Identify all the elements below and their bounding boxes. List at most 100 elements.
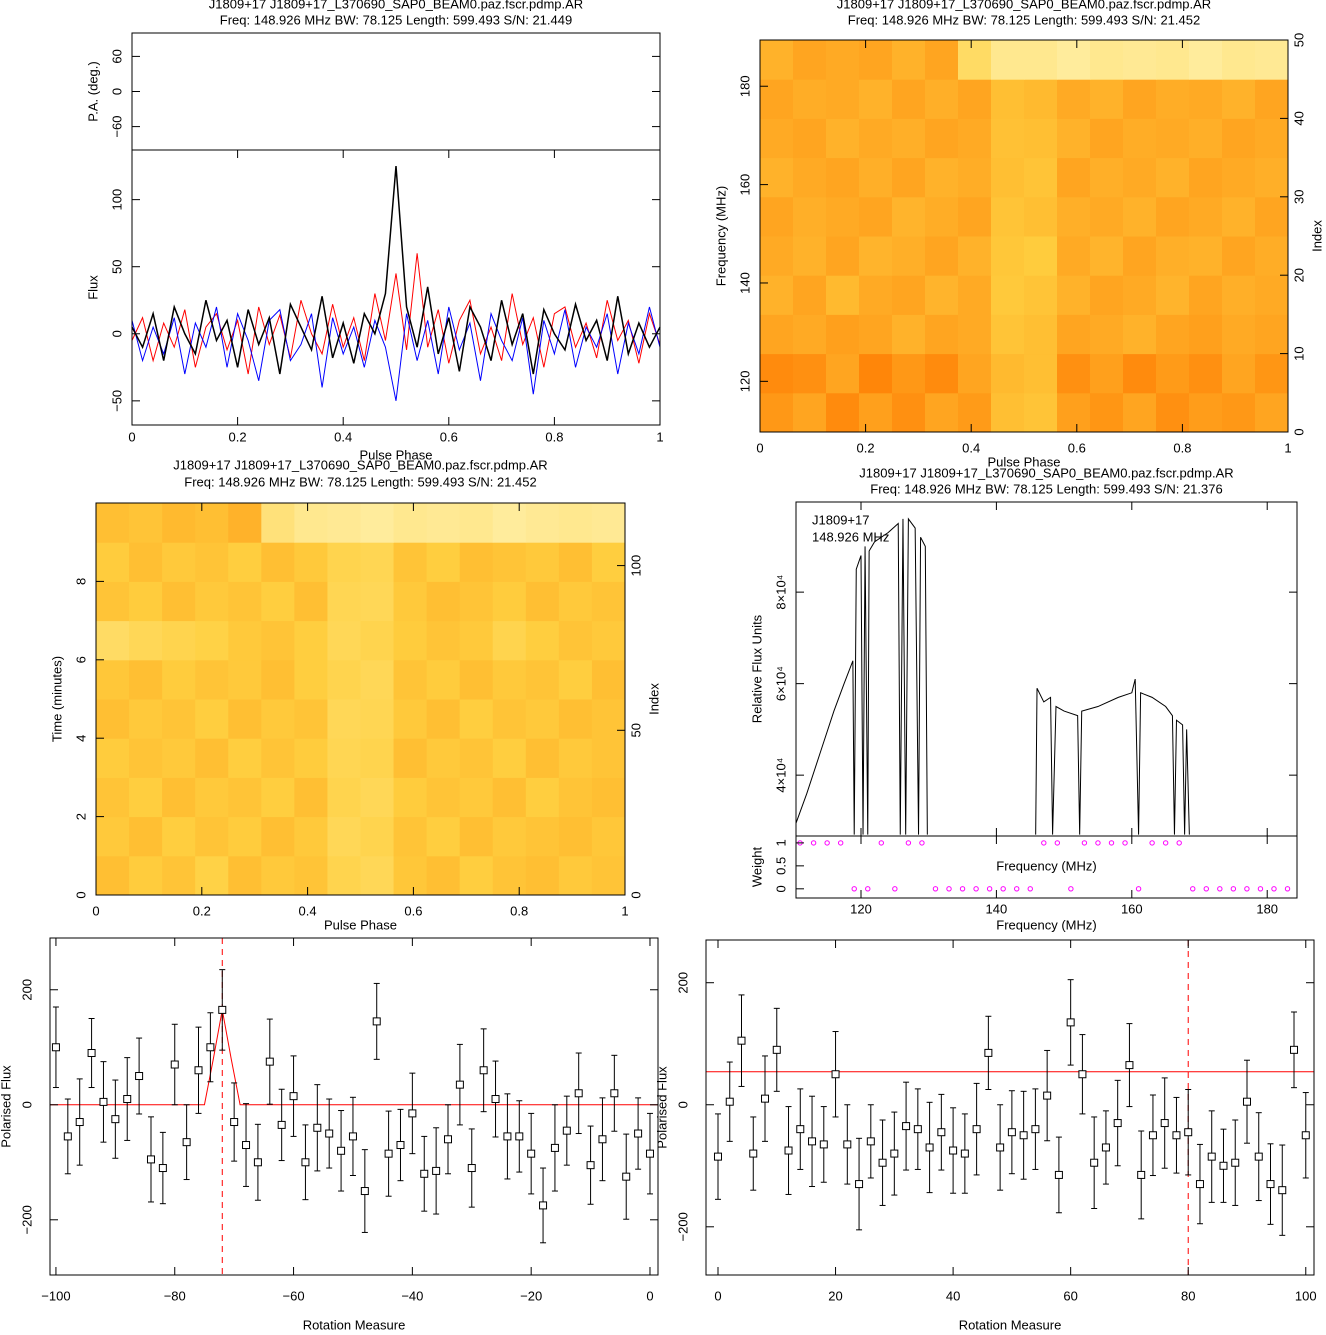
data-point [645, 1149, 654, 1158]
heatmap-cell [129, 855, 163, 896]
x-axis-label: Pulse Phase [324, 917, 397, 932]
data-point [230, 1118, 239, 1127]
data-point [1219, 1161, 1228, 1170]
heatmap-cell [426, 620, 461, 661]
heatmap-cell [892, 275, 926, 315]
y-axis-label: Weight [749, 847, 764, 888]
chart-subtitle: Freq: 148.926 MHz BW: 78.125 Length: 599… [870, 481, 1222, 496]
data-point [396, 1141, 405, 1150]
y-axis-label: Polarised Flux [0, 1065, 13, 1148]
heatmap-cell [360, 581, 395, 622]
chart-title: J1809+17 J1809+17_L370690_SAP0_BEAM0.paz… [859, 465, 1233, 480]
heatmap-cell [558, 542, 593, 582]
heatmap-cell [892, 118, 926, 159]
heatmap-cell [129, 777, 163, 818]
data-point [1090, 1158, 1099, 1167]
heatmap-cell [859, 157, 893, 198]
heatmap-cell [228, 620, 262, 661]
heatmap-cell [1024, 118, 1058, 159]
y-tick-label: 50 [109, 259, 124, 273]
data-point [1113, 1119, 1122, 1128]
weight-point [1122, 840, 1128, 846]
heatmap-cell [1123, 157, 1157, 198]
heatmap-cell [826, 314, 860, 355]
heatmap-cell [459, 503, 494, 543]
weight-point [892, 886, 898, 892]
heatmap-cell [1189, 196, 1223, 237]
heatmap-cell [991, 40, 1025, 80]
heatmap-cell [826, 196, 860, 237]
x-tick-label: 0 [714, 1288, 721, 1303]
heatmap-cell [294, 581, 328, 622]
y-tick-label: 0 [109, 330, 124, 337]
heatmap-cell [1222, 118, 1256, 159]
heatmap-cell [892, 314, 926, 355]
data-point [913, 1125, 922, 1134]
heatmap-cell [96, 855, 130, 896]
heatmap-cell [1255, 236, 1289, 276]
heatmap-cell [1123, 196, 1157, 237]
heatmap-cell [558, 816, 593, 857]
weight-point [1217, 886, 1223, 892]
y2-axis-label: Index [1309, 220, 1324, 252]
data-point [1101, 1143, 1110, 1152]
heatmap-cell [892, 392, 926, 433]
data-point [866, 1137, 875, 1146]
x-tick-label: 0.6 [440, 429, 458, 444]
heatmap-cell [393, 738, 428, 778]
data-point [515, 1132, 524, 1141]
data-point [737, 1036, 746, 1045]
heatmap-cell [1057, 196, 1091, 237]
data-point [562, 1126, 571, 1135]
data-point [1054, 1170, 1063, 1179]
heatmap-cell [859, 392, 893, 433]
heatmap-cell [826, 353, 860, 394]
weight-point [1000, 886, 1006, 892]
heatmap-cell [826, 79, 860, 119]
data-point [761, 1094, 770, 1103]
data-point [902, 1122, 911, 1131]
data-point [146, 1155, 155, 1164]
heatmap-cell [162, 620, 196, 661]
heatmap-cell [760, 157, 794, 198]
heatmap-cell [228, 699, 262, 739]
weight-point [1108, 840, 1115, 846]
y-axis-label: P.A. (deg.) [85, 61, 100, 121]
chart-subtitle: Freq: 148.926 MHz BW: 78.125 Length: 599… [184, 474, 536, 489]
heatmap-cell [327, 816, 361, 857]
heatmap-cell [129, 816, 163, 857]
y-tick-label: 50 [628, 723, 643, 737]
heatmap-cell [760, 40, 794, 80]
heatmap-cell [793, 314, 827, 355]
heatmap-cell [1123, 392, 1157, 433]
y-axis-label: Polarised Flux [654, 1066, 669, 1149]
heatmap-cell [327, 581, 361, 622]
heatmap-cell [426, 855, 461, 896]
heatmap-cell [492, 659, 527, 700]
heatmap-cell [327, 699, 361, 739]
heatmap-cell [261, 503, 295, 543]
heatmap-cell [261, 816, 295, 857]
heatmap-cell [459, 620, 494, 661]
heatmap-cell [925, 118, 959, 159]
heatmap-cell [1189, 40, 1223, 80]
heatmap-cell [991, 353, 1025, 394]
heatmap-cell [426, 503, 461, 543]
data-point [182, 1138, 191, 1147]
data-point [432, 1166, 441, 1175]
data-point [784, 1146, 793, 1155]
heatmap-cell [1255, 196, 1289, 237]
heatmap-cell [1057, 275, 1091, 315]
heatmap-cell [991, 157, 1025, 198]
heatmap-cell [162, 503, 196, 543]
heatmap-cell [492, 503, 527, 543]
y-axis-label: Frequency (MHz) [713, 186, 728, 286]
heatmap-cell [393, 816, 428, 857]
heatmap-cell [859, 275, 893, 315]
heatmap-cell [228, 659, 262, 700]
data-point [1031, 1125, 1040, 1134]
heatmap-cell [1024, 196, 1058, 237]
heatmap-cell [826, 236, 860, 276]
data-point [1160, 1119, 1169, 1128]
